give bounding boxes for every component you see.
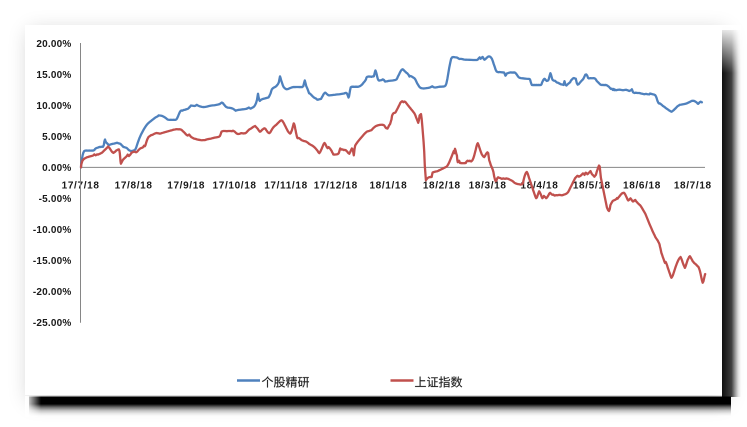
svg-text:5.00%: 5.00%: [42, 132, 71, 143]
svg-text:18/7/18: 18/7/18: [674, 181, 712, 192]
svg-text:10.00%: 10.00%: [36, 101, 71, 112]
svg-text:18/6/18: 18/6/18: [623, 181, 661, 192]
svg-text:-15.00%: -15.00%: [33, 256, 72, 267]
svg-text:18/3/18: 18/3/18: [469, 181, 507, 192]
svg-text:-5.00%: -5.00%: [39, 194, 72, 205]
svg-text:20.00%: 20.00%: [36, 39, 71, 50]
svg-text:17/9/18: 17/9/18: [167, 181, 205, 192]
svg-text:18/5/18: 18/5/18: [573, 181, 611, 192]
svg-text:-10.00%: -10.00%: [33, 225, 72, 236]
svg-text:18/1/18: 18/1/18: [369, 181, 407, 192]
svg-text:18/4/18: 18/4/18: [521, 181, 559, 192]
svg-text:18/2/18: 18/2/18: [423, 181, 461, 192]
svg-text:-25.00%: -25.00%: [33, 318, 72, 329]
svg-text:0.00%: 0.00%: [42, 163, 71, 174]
svg-text:-20.00%: -20.00%: [33, 287, 72, 298]
svg-text:17/11/18: 17/11/18: [264, 181, 308, 192]
svg-text:15.00%: 15.00%: [36, 70, 71, 81]
svg-text:17/8/18: 17/8/18: [115, 181, 153, 192]
svg-text:17/10/18: 17/10/18: [213, 181, 257, 192]
svg-text:17/12/18: 17/12/18: [314, 181, 358, 192]
